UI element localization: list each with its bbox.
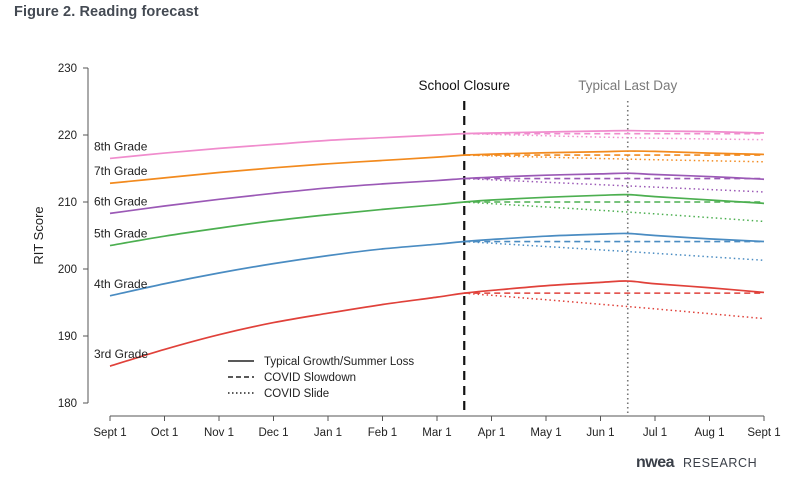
- series-7th-grade-covid-slide: [464, 154, 765, 163]
- x-tick-label: Sept 1: [93, 427, 126, 439]
- event-label: Typical Last Day: [578, 78, 677, 93]
- series-5th-grade-covid-slide: [464, 201, 765, 223]
- series-8th-grade-typical: [109, 129, 765, 160]
- series-lines: [109, 129, 765, 367]
- legend-label: COVID Slide: [264, 388, 329, 400]
- x-tick-label: Jul 1: [643, 427, 667, 439]
- y-tick-label: 220: [58, 130, 77, 142]
- event-lines: School Closure Typical Last Day: [418, 78, 678, 416]
- axes: 180 190 200 210 220 230 RIT Score Sept 1 Oct 1 No…: [31, 63, 781, 439]
- grade-label-5th-grade: 5th Grade: [94, 227, 148, 241]
- x-tick-label: Sept 1: [747, 427, 780, 439]
- brand-logo: nwea RESEARCH: [636, 454, 757, 471]
- nwea-logo: nwea: [636, 454, 675, 471]
- series-6th-grade-typical: [109, 172, 765, 215]
- x-tick-label: Nov 1: [204, 427, 234, 439]
- grade-label-7th-grade: 7th Grade: [94, 164, 148, 178]
- series-6th-grade-covid-slide: [464, 177, 765, 193]
- series-4th-grade-covid-slide: [464, 240, 765, 262]
- x-tick-label: Mar 1: [422, 427, 451, 439]
- grade-label-4th-grade: 4th Grade: [94, 277, 148, 291]
- y-tick-label: 210: [58, 197, 77, 209]
- research-label: RESEARCH: [683, 456, 757, 470]
- y-axis-title: RIT Score: [31, 206, 46, 264]
- grade-label-6th-grade: 6th Grade: [94, 194, 148, 208]
- series-3rd-grade-typical: [109, 280, 765, 367]
- series-7th-grade-typical: [109, 150, 765, 185]
- series-5th-grade-typical: [109, 193, 765, 247]
- series-4th-grade-typical: [109, 232, 765, 297]
- grade-label-8th-grade: 8th Grade: [94, 139, 148, 153]
- x-tick-label: Jun 1: [586, 427, 614, 439]
- legend-label: Typical Growth/Summer Loss: [264, 356, 414, 368]
- y-tick-label: 230: [58, 63, 77, 75]
- y-tick-label: 200: [58, 264, 77, 276]
- legend-label: COVID Slowdown: [264, 372, 356, 384]
- x-tick-label: May 1: [530, 427, 561, 439]
- y-tick-label: 190: [58, 331, 77, 343]
- x-tick-label: Aug 1: [694, 427, 724, 439]
- grade-label-3rd-grade: 3rd Grade: [94, 347, 148, 361]
- series-8th-grade-covid-slide: [464, 132, 765, 141]
- x-tick-label: Feb 1: [368, 427, 397, 439]
- legend: Typical Growth/Summer Loss COVID Slowdown…: [228, 356, 414, 400]
- x-tick-label: Jan 1: [314, 427, 342, 439]
- x-tick-label: Apr 1: [478, 427, 506, 439]
- x-tick-label: Oct 1: [151, 427, 178, 439]
- event-label: School Closure: [418, 78, 510, 93]
- series-3rd-grade-covid-slide: [464, 292, 765, 320]
- figure-title: Figure 2. Reading forecast: [14, 4, 199, 20]
- grade-labels: 8th Grade 7th Grade 6th Grade 5th Grade 4th …: [94, 139, 148, 361]
- y-tick-label: 180: [58, 398, 77, 410]
- x-tick-label: Dec 1: [258, 427, 288, 439]
